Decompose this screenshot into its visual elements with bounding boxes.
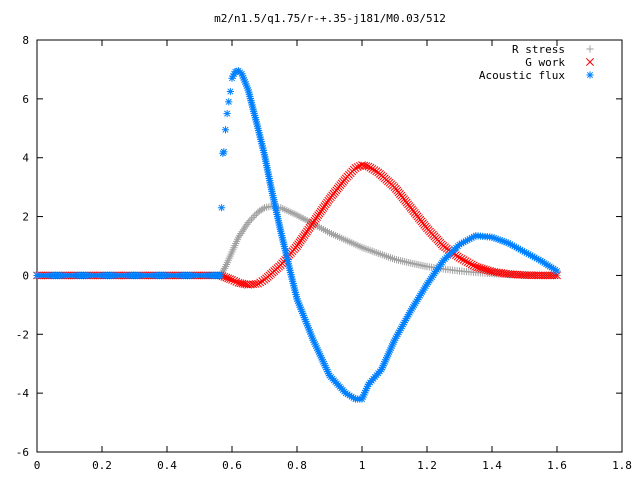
data-point: [362, 162, 371, 171]
data-point: [370, 166, 379, 175]
y-tick-label: 2: [22, 211, 29, 224]
data-point: [232, 277, 241, 286]
data-point: [467, 260, 476, 269]
data-point: [553, 267, 561, 275]
data-point: [230, 276, 239, 285]
data-point: [256, 278, 265, 287]
x-tick-label: 1: [359, 459, 366, 472]
data-point: [217, 271, 225, 280]
x-tick-label: 0.6: [222, 459, 242, 472]
data-point: [240, 224, 249, 232]
data-point: [247, 215, 256, 223]
data-point: [221, 126, 230, 134]
data-point: [226, 87, 234, 96]
data-point: [237, 229, 245, 238]
legend-marker: [586, 71, 594, 79]
data-point: [228, 275, 236, 284]
x-tick-label: 0.4: [157, 459, 177, 472]
data-series: [33, 67, 561, 403]
x-tick-label: 0.2: [92, 459, 112, 472]
data-point: [254, 279, 262, 288]
legend-label: G work: [525, 56, 565, 69]
legend-marker: [586, 58, 594, 66]
x-tick-label: 1.2: [417, 459, 437, 472]
plot-frame: [36, 39, 623, 453]
legend-marker: [586, 45, 594, 53]
y-tick-label: 8: [22, 34, 29, 47]
chart-title: m2/n1.5/q1.75/r-+.35-j181/M0.03/512: [214, 12, 446, 25]
data-point: [368, 164, 377, 173]
y-tick-label: 0: [22, 269, 29, 282]
data-point: [226, 275, 235, 284]
data-point: [220, 264, 229, 272]
data-point: [364, 162, 373, 171]
data-point: [258, 277, 267, 286]
axis-ticks: 0 0.2 0.4 0.6 0.8 1 1.2 1.4 1.6 1.8 -6 -4 -2 0 2 4 6 8: [16, 34, 632, 472]
data-point: [246, 217, 254, 225]
data-point: [236, 231, 244, 239]
data-point: [238, 228, 246, 236]
data-point: [249, 213, 257, 221]
data-point: [465, 259, 474, 268]
data-point: [463, 258, 472, 267]
data-point: [459, 256, 468, 264]
x-tick-label: 1.8: [612, 459, 632, 472]
series-acoustic-flux: [33, 67, 561, 403]
legend-label: R stress: [512, 43, 565, 56]
data-point: [251, 280, 260, 288]
data-point: [469, 261, 478, 270]
y-tick-label: 6: [22, 93, 29, 106]
y-tick-label: -2: [16, 328, 29, 341]
data-point: [353, 163, 362, 171]
data-point: [220, 148, 228, 156]
data-point: [461, 257, 470, 266]
data-point: [457, 254, 466, 263]
data-point: [366, 163, 375, 172]
data-point: [218, 204, 226, 212]
series-g-work: [33, 161, 561, 289]
x-tick-label: 1.4: [482, 459, 502, 472]
y-tick-label: -6: [16, 446, 29, 459]
data-point: [225, 98, 233, 106]
data-point: [234, 233, 243, 241]
data-point: [455, 253, 464, 262]
data-point: [351, 164, 360, 172]
x-tick-label: 0.8: [287, 459, 307, 472]
data-point: [239, 226, 247, 234]
data-point: [259, 205, 267, 213]
y-tick-label: -4: [16, 387, 30, 400]
y-tick-label: 4: [22, 152, 29, 165]
data-point: [251, 211, 259, 220]
data-point: [223, 109, 231, 118]
data-point: [242, 222, 250, 230]
x-tick-label: 0: [34, 459, 41, 472]
x-tick-label: 1.6: [547, 459, 567, 472]
data-point: [372, 167, 381, 176]
data-point: [244, 218, 252, 227]
legend-label: Acoustic flux: [479, 69, 565, 82]
